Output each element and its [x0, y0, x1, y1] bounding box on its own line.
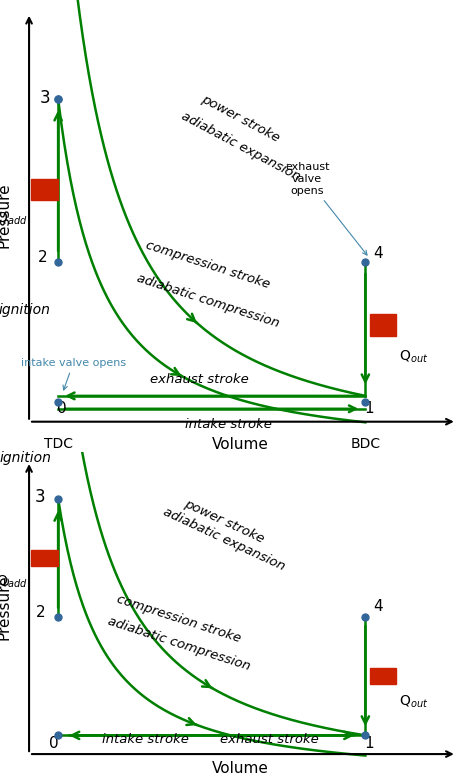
- Text: adiabatic expansion: adiabatic expansion: [161, 506, 287, 573]
- Text: Q$_{out}$: Q$_{out}$: [399, 348, 428, 365]
- Text: 4: 4: [374, 599, 383, 614]
- Text: Q$_{out}$: Q$_{out}$: [399, 693, 428, 710]
- Text: Pressure: Pressure: [0, 575, 12, 640]
- Text: 3: 3: [35, 488, 46, 506]
- Text: intake stroke: intake stroke: [185, 418, 272, 431]
- Text: TDC: TDC: [44, 437, 73, 451]
- Bar: [370, 668, 397, 684]
- Text: Volume: Volume: [213, 437, 269, 452]
- Text: 2: 2: [36, 605, 46, 620]
- Text: 4: 4: [374, 246, 383, 261]
- Text: exhaust
valve
opens: exhaust valve opens: [285, 163, 367, 255]
- Text: exhaust stroke: exhaust stroke: [150, 373, 249, 386]
- Text: 2: 2: [38, 251, 48, 266]
- Text: 0: 0: [58, 401, 67, 416]
- Text: adiabatic compression: adiabatic compression: [106, 615, 252, 673]
- Bar: [31, 550, 58, 566]
- Text: 3: 3: [39, 90, 50, 108]
- Text: intake stroke: intake stroke: [102, 733, 189, 746]
- Text: power stroke: power stroke: [182, 497, 266, 545]
- Text: compression stroke: compression stroke: [144, 239, 272, 291]
- Text: ignition: ignition: [0, 450, 52, 464]
- Text: Volume: Volume: [213, 761, 269, 776]
- Text: BDC: BDC: [350, 437, 380, 451]
- Text: 1: 1: [365, 736, 374, 751]
- Text: compression stroke: compression stroke: [115, 592, 242, 645]
- Text: 0: 0: [49, 736, 59, 751]
- Text: Q$_{add}$: Q$_{add}$: [0, 573, 27, 590]
- Text: adiabatic expansion: adiabatic expansion: [179, 110, 303, 184]
- Text: adiabatic compression: adiabatic compression: [134, 272, 280, 330]
- Text: exhaust stroke: exhaust stroke: [220, 733, 319, 746]
- Text: ignition: ignition: [0, 303, 51, 317]
- Bar: [370, 314, 397, 336]
- Text: power stroke: power stroke: [199, 93, 282, 145]
- Bar: [31, 178, 58, 200]
- Text: Pressure: Pressure: [0, 182, 12, 248]
- Text: 1: 1: [365, 401, 374, 416]
- Text: Q$_{add}$: Q$_{add}$: [0, 211, 27, 227]
- Text: intake valve opens: intake valve opens: [21, 358, 126, 390]
